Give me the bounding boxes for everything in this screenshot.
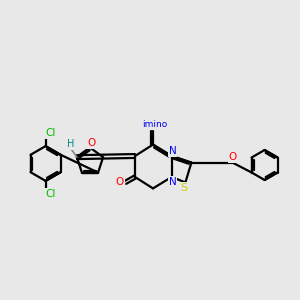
Text: O: O xyxy=(116,177,124,188)
Text: imino: imino xyxy=(142,120,167,129)
Text: S: S xyxy=(181,183,188,193)
Text: O: O xyxy=(87,138,95,148)
Text: Cl: Cl xyxy=(45,189,55,199)
Text: N: N xyxy=(169,177,177,187)
Text: O: O xyxy=(228,152,237,162)
Text: N: N xyxy=(169,146,177,156)
Text: Cl: Cl xyxy=(45,128,55,138)
Text: H: H xyxy=(67,139,74,149)
